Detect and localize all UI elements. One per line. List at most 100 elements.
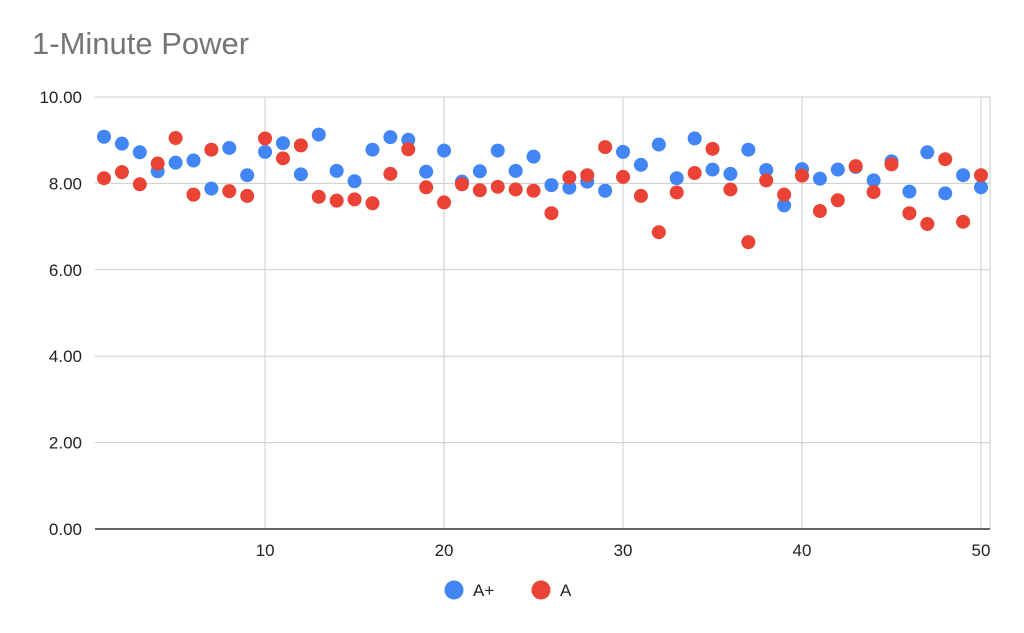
data-point[interactable]	[168, 155, 183, 170]
data-point[interactable]	[741, 235, 756, 250]
data-point[interactable]	[651, 137, 666, 152]
data-point[interactable]	[329, 163, 344, 178]
data-point[interactable]	[633, 157, 648, 172]
data-point[interactable]	[97, 171, 111, 186]
data-point[interactable]	[562, 170, 577, 185]
data-point[interactable]	[168, 131, 183, 146]
data-point[interactable]	[956, 214, 971, 229]
data-point[interactable]	[347, 174, 362, 189]
data-point[interactable]	[812, 204, 827, 219]
data-point[interactable]	[311, 127, 326, 142]
data-point[interactable]	[616, 169, 631, 184]
legend-item[interactable]: A	[531, 580, 573, 601]
data-point[interactable]	[222, 184, 237, 199]
data-point[interactable]	[544, 206, 559, 221]
data-point[interactable]	[759, 173, 774, 188]
y-tick-label: 0.00	[49, 520, 82, 539]
data-point[interactable]	[562, 180, 577, 195]
legend-marker	[444, 580, 464, 600]
data-point[interactable]	[598, 140, 613, 155]
data-point[interactable]	[222, 140, 237, 155]
data-point[interactable]	[275, 136, 290, 151]
data-point[interactable]	[741, 142, 756, 157]
data-point[interactable]	[401, 142, 416, 157]
data-point[interactable]	[580, 168, 595, 183]
data-point[interactable]	[669, 185, 684, 200]
data-point[interactable]	[365, 142, 380, 157]
data-point[interactable]	[114, 165, 129, 180]
data-point[interactable]	[97, 129, 111, 144]
data-point[interactable]	[419, 180, 434, 195]
data-point[interactable]	[902, 184, 917, 199]
data-point[interactable]	[186, 153, 201, 168]
data-point[interactable]	[920, 145, 935, 160]
data-point[interactable]	[240, 188, 255, 203]
data-point[interactable]	[759, 163, 774, 178]
data-point[interactable]	[508, 182, 523, 197]
data-point[interactable]	[687, 131, 702, 146]
data-point[interactable]	[884, 157, 899, 172]
data-point[interactable]	[974, 168, 988, 183]
data-point[interactable]	[508, 163, 523, 178]
data-point[interactable]	[902, 206, 917, 221]
data-point[interactable]	[150, 156, 165, 171]
data-point[interactable]	[258, 144, 273, 159]
data-point[interactable]	[258, 131, 273, 146]
data-point[interactable]	[866, 185, 881, 200]
data-point[interactable]	[472, 183, 487, 198]
data-point[interactable]	[490, 143, 505, 158]
data-point[interactable]	[669, 171, 684, 186]
data-point[interactable]	[311, 189, 326, 204]
data-point[interactable]	[777, 187, 792, 202]
data-point[interactable]	[687, 166, 702, 181]
data-point[interactable]	[830, 193, 845, 208]
data-point[interactable]	[920, 217, 935, 232]
data-point[interactable]	[383, 130, 398, 145]
data-point[interactable]	[365, 196, 380, 211]
data-point[interactable]	[866, 173, 881, 188]
data-point[interactable]	[437, 143, 452, 158]
data-point[interactable]	[329, 193, 344, 208]
data-point[interactable]	[705, 141, 720, 156]
data-point[interactable]	[526, 183, 541, 198]
data-point[interactable]	[526, 149, 541, 164]
data-point[interactable]	[437, 195, 452, 210]
data-point[interactable]	[723, 166, 738, 181]
y-tick-label: 4.00	[49, 347, 82, 366]
data-point[interactable]	[186, 187, 201, 202]
data-point[interactable]	[454, 177, 469, 192]
data-point[interactable]	[544, 178, 559, 193]
data-point[interactable]	[938, 152, 953, 167]
data-point[interactable]	[293, 167, 308, 182]
data-point[interactable]	[956, 168, 971, 183]
data-point[interactable]	[275, 151, 290, 166]
data-point[interactable]	[938, 186, 953, 201]
data-point[interactable]	[114, 136, 129, 151]
data-point[interactable]	[132, 177, 147, 192]
data-point[interactable]	[347, 192, 362, 207]
data-point[interactable]	[383, 166, 398, 181]
data-point[interactable]	[616, 144, 631, 159]
data-point[interactable]	[795, 168, 810, 183]
data-point[interactable]	[848, 159, 863, 174]
data-point[interactable]	[633, 188, 648, 203]
data-point[interactable]	[812, 171, 827, 186]
data-point[interactable]	[419, 164, 434, 179]
data-point[interactable]	[132, 145, 147, 160]
data-point[interactable]	[472, 164, 487, 179]
data-point[interactable]	[240, 168, 255, 183]
data-point[interactable]	[830, 162, 845, 177]
data-point[interactable]	[204, 181, 219, 196]
data-point[interactable]	[777, 198, 792, 213]
legend-item[interactable]: A+	[444, 580, 495, 601]
y-tick-label: 8.00	[49, 174, 82, 193]
data-point[interactable]	[723, 182, 738, 197]
data-point[interactable]	[490, 179, 505, 194]
data-point[interactable]	[974, 180, 988, 195]
data-point[interactable]	[598, 183, 613, 198]
data-point[interactable]	[705, 162, 720, 177]
data-point[interactable]	[293, 138, 308, 153]
data-point[interactable]	[651, 225, 666, 240]
legend[interactable]: A+ A	[444, 580, 573, 601]
data-point[interactable]	[204, 142, 219, 157]
